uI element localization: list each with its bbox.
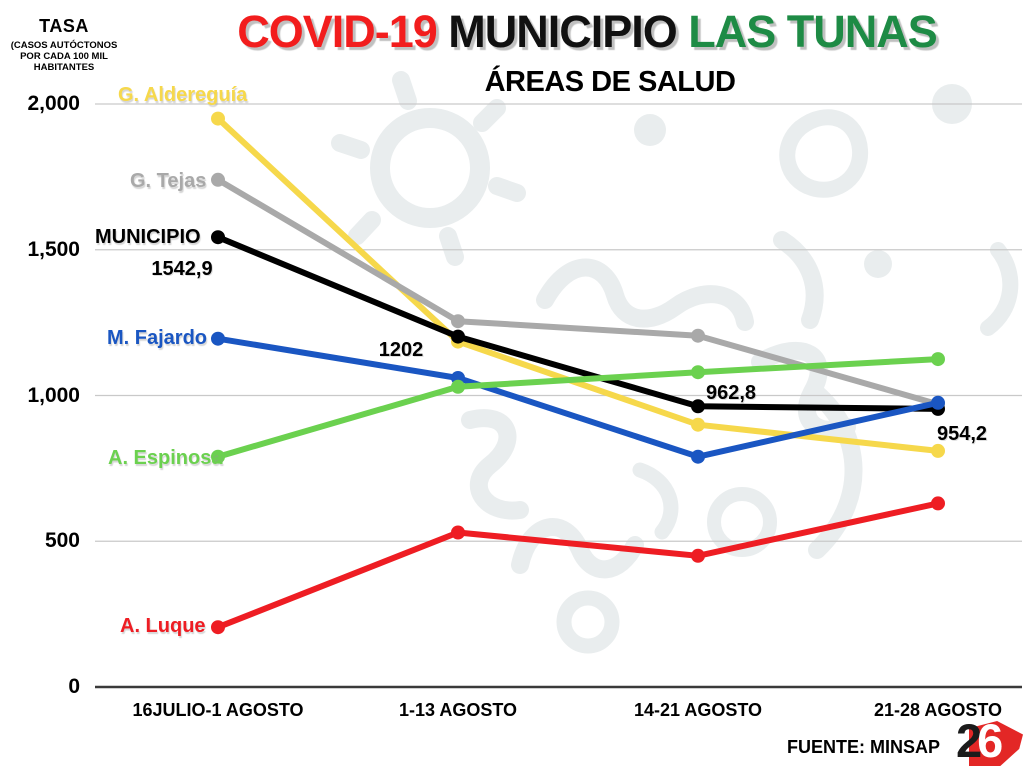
line-m-fajardo	[215, 335, 941, 460]
line-a-espinosa	[215, 356, 941, 460]
series-label-municipio: MUNICIPIO	[95, 226, 201, 248]
point-g-alderegu-a-3	[691, 417, 705, 432]
point-a-luque-4	[931, 496, 945, 511]
point-a-espinosa-1	[211, 449, 225, 464]
x-label-period-3: 14-21 AGOSTO	[633, 700, 763, 720]
point-a-espinosa-2	[451, 379, 465, 394]
line-g-alderegu-a	[215, 115, 941, 454]
y-tick-1000: 1,000	[27, 384, 80, 407]
y-axis-subtitle-line1: (CASOS AUTÓCTONOS	[10, 40, 118, 51]
y-tick-2000: 2,000	[27, 92, 80, 115]
point-a-espinosa-4	[931, 352, 945, 367]
series-label-tejas: G. Tejas	[130, 170, 207, 192]
y-tick-0: 0	[68, 675, 80, 698]
point-g-tejas-3	[691, 328, 705, 343]
data-label-municipio-1: 1542,9	[151, 258, 213, 280]
point-m-fajardo-1	[211, 331, 225, 346]
y-tick-1500: 1,500	[27, 238, 80, 261]
page-subtitle: ÁREAS DE SALUD	[484, 66, 736, 98]
y-axis-subtitle-line3: HABITANTES	[33, 62, 95, 73]
title-las-tunas: LAS TUNAS	[688, 6, 937, 57]
data-label-municipio-4: 954,2	[936, 423, 988, 445]
coronavirus-watermark-icon	[331, 71, 1019, 654]
line-g-tejas	[215, 176, 941, 408]
point-g-alderegu-a-4	[931, 443, 945, 458]
point-a-luque-2	[451, 525, 465, 540]
series-label-fajardo: M. Fajardo	[107, 327, 208, 349]
y-axis-subtitle-line2: POR CADA 100 MIL	[20, 51, 108, 62]
y-tick-500: 500	[44, 529, 80, 552]
point-municipio-1	[211, 230, 225, 245]
point-m-fajardo-4	[931, 395, 945, 410]
series-label-aldereguia: G. Aldereguía	[118, 84, 248, 106]
y-axis-title-block: TASA (CASOS AUTÓCTONOS POR CADA 100 MIL …	[8, 16, 120, 73]
logo-digit-6: 6	[977, 714, 1003, 767]
point-a-luque-1	[211, 620, 225, 635]
page-title: COVID-19 MUNICIPIO LAS TUNAS	[150, 6, 1024, 58]
gridlines	[95, 103, 1022, 689]
point-g-tejas-2	[451, 314, 465, 329]
x-label-period-2: 1-13 AGOSTO	[398, 700, 518, 720]
line-a-luque	[215, 500, 941, 631]
series-label-espinosa: A. Espinosa	[108, 447, 223, 469]
title-municipio: MUNICIPIO	[436, 6, 689, 57]
point-g-alderegu-a-1	[211, 111, 225, 126]
point-municipio-3	[691, 399, 705, 414]
source-credit: FUENTE: MINSAP	[787, 737, 940, 757]
point-m-fajardo-3	[691, 449, 705, 464]
series-lines	[211, 111, 945, 635]
data-label-municipio-2: 1202	[378, 339, 424, 361]
point-a-luque-3	[691, 548, 705, 563]
logo-digit-2: 2	[956, 714, 982, 767]
y-axis-title: TASA	[39, 16, 89, 36]
point-municipio-2	[451, 329, 465, 344]
series-label-luque: A. Luque	[120, 615, 206, 637]
line-municipio	[215, 234, 941, 412]
periodico-26-logo: 26	[956, 715, 1024, 768]
x-label-period-1: 16JULIO-1 AGOSTO	[132, 700, 304, 720]
title-covid: COVID-19	[237, 6, 438, 57]
point-g-tejas-1	[211, 172, 225, 187]
point-a-espinosa-3	[691, 365, 705, 380]
x-label-period-4: 21-28 AGOSTO	[873, 700, 1003, 720]
data-label-municipio-3: 962,8	[705, 382, 757, 404]
